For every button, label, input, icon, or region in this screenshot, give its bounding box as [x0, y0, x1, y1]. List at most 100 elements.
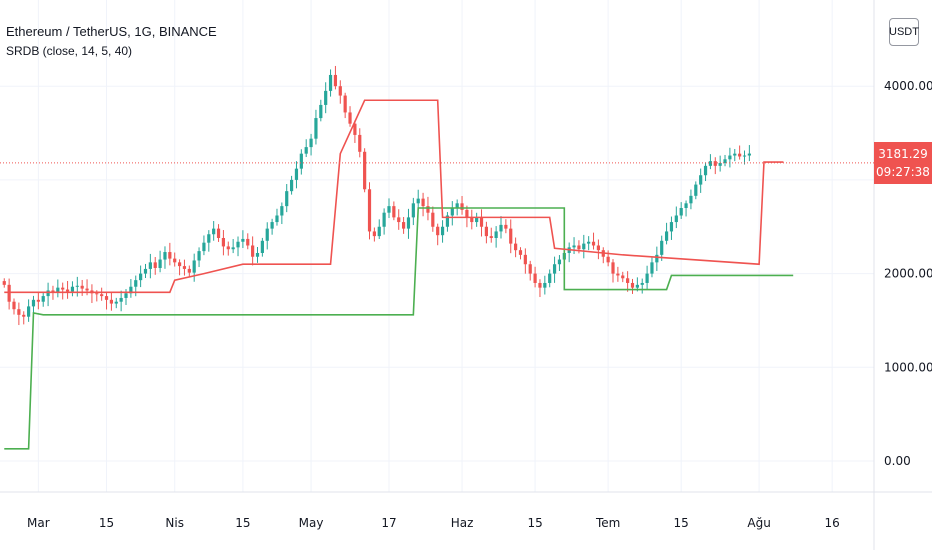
candle-body: [56, 287, 60, 293]
candle-body: [285, 191, 289, 207]
candle-body: [182, 266, 187, 269]
candle-body: [299, 153, 303, 169]
candle-body: [7, 284, 11, 302]
candle-body: [216, 228, 221, 238]
candle-body: [421, 198, 425, 207]
candle-body: [655, 254, 659, 263]
candle-body: [221, 237, 226, 247]
candle-body: [548, 273, 552, 283]
candle-body: [518, 250, 523, 255]
candle-body: [494, 231, 498, 238]
candle-body: [660, 240, 664, 255]
candle-body: [168, 252, 172, 259]
candle-body: [163, 252, 167, 260]
candle-body: [640, 282, 644, 285]
candle-body: [129, 286, 133, 294]
candle-body: [489, 236, 493, 238]
candle-body: [348, 112, 352, 124]
candle-body: [577, 245, 581, 250]
candle-body: [289, 179, 294, 192]
x-tick-label: Haz: [451, 516, 474, 530]
candle-body: [587, 241, 591, 244]
candle-body: [304, 147, 308, 154]
x-tick-label: 15: [99, 516, 114, 530]
candle-body: [718, 163, 722, 166]
candle-body: [392, 206, 396, 218]
candle-body: [231, 247, 235, 250]
indicator-label[interactable]: SRDB (close, 14, 5, 40): [6, 44, 133, 58]
candle-body: [109, 299, 113, 304]
x-tick-label: 15: [235, 516, 250, 530]
candle-body: [733, 153, 737, 156]
candle-body: [426, 206, 430, 213]
candle-body: [148, 262, 152, 269]
candle-body: [22, 314, 26, 317]
candle-body: [80, 285, 84, 289]
candle-body: [606, 256, 610, 263]
candle-body: [523, 254, 527, 265]
candle-body: [460, 203, 464, 210]
candle-body: [367, 189, 372, 232]
candle-body: [265, 228, 269, 241]
candle-body: [484, 226, 488, 237]
currency-button[interactable]: USDT: [889, 18, 919, 46]
x-tick-label: 16: [825, 516, 840, 530]
candle-body: [669, 222, 674, 232]
candle-body: [294, 168, 299, 180]
candle-body: [328, 74, 333, 91]
candle-body: [747, 153, 751, 156]
candle-body: [36, 299, 40, 302]
candle-body: [70, 286, 75, 292]
candle-body: [158, 259, 162, 268]
candle-body: [314, 118, 318, 139]
candle-body: [416, 198, 420, 204]
candle-body: [616, 273, 620, 276]
candle-body: [440, 226, 445, 236]
candle-body: [353, 123, 357, 135]
candle-body: [713, 161, 717, 166]
candle-body: [402, 222, 406, 229]
candle-body: [708, 161, 713, 166]
candle-body: [528, 264, 532, 274]
candle-body: [333, 74, 338, 87]
srdb-resistance-line: [4, 99, 784, 294]
candle-body: [104, 296, 109, 300]
candle-body: [61, 287, 65, 290]
candle-body: [377, 226, 381, 237]
candle-body: [246, 238, 250, 246]
last-price-tag: 3181.29 09:27:38: [874, 142, 932, 184]
x-tick-label: 15: [674, 516, 689, 530]
candle-body: [236, 241, 240, 248]
candle-body: [338, 86, 342, 96]
candle-body: [65, 289, 70, 292]
candle-body: [143, 268, 148, 274]
candle-body: [197, 251, 201, 261]
candle-body: [241, 238, 245, 242]
candle-body: [358, 134, 362, 152]
candle-body: [343, 95, 347, 113]
candle-body: [31, 299, 36, 307]
candle-body: [436, 226, 440, 236]
candle-body: [689, 195, 693, 204]
candle-body: [504, 224, 508, 229]
candle-body: [187, 268, 191, 273]
candle-body: [372, 231, 376, 237]
candle-body: [12, 301, 16, 310]
candle-body: [275, 215, 279, 223]
candle-body: [694, 184, 698, 196]
candle-body: [387, 206, 391, 213]
y-tick-label: 0.00: [884, 454, 911, 468]
y-tick-label: 4000.00: [884, 79, 932, 93]
candle-body: [514, 243, 518, 251]
candle-body: [538, 282, 542, 288]
candle-body: [699, 175, 703, 185]
candle-body: [679, 208, 683, 216]
candle-body: [280, 206, 284, 216]
candle-body: [124, 293, 128, 298]
candle-body: [397, 217, 401, 223]
candle-body: [382, 212, 386, 227]
candle-body: [226, 246, 230, 250]
candle-body: [582, 243, 586, 250]
